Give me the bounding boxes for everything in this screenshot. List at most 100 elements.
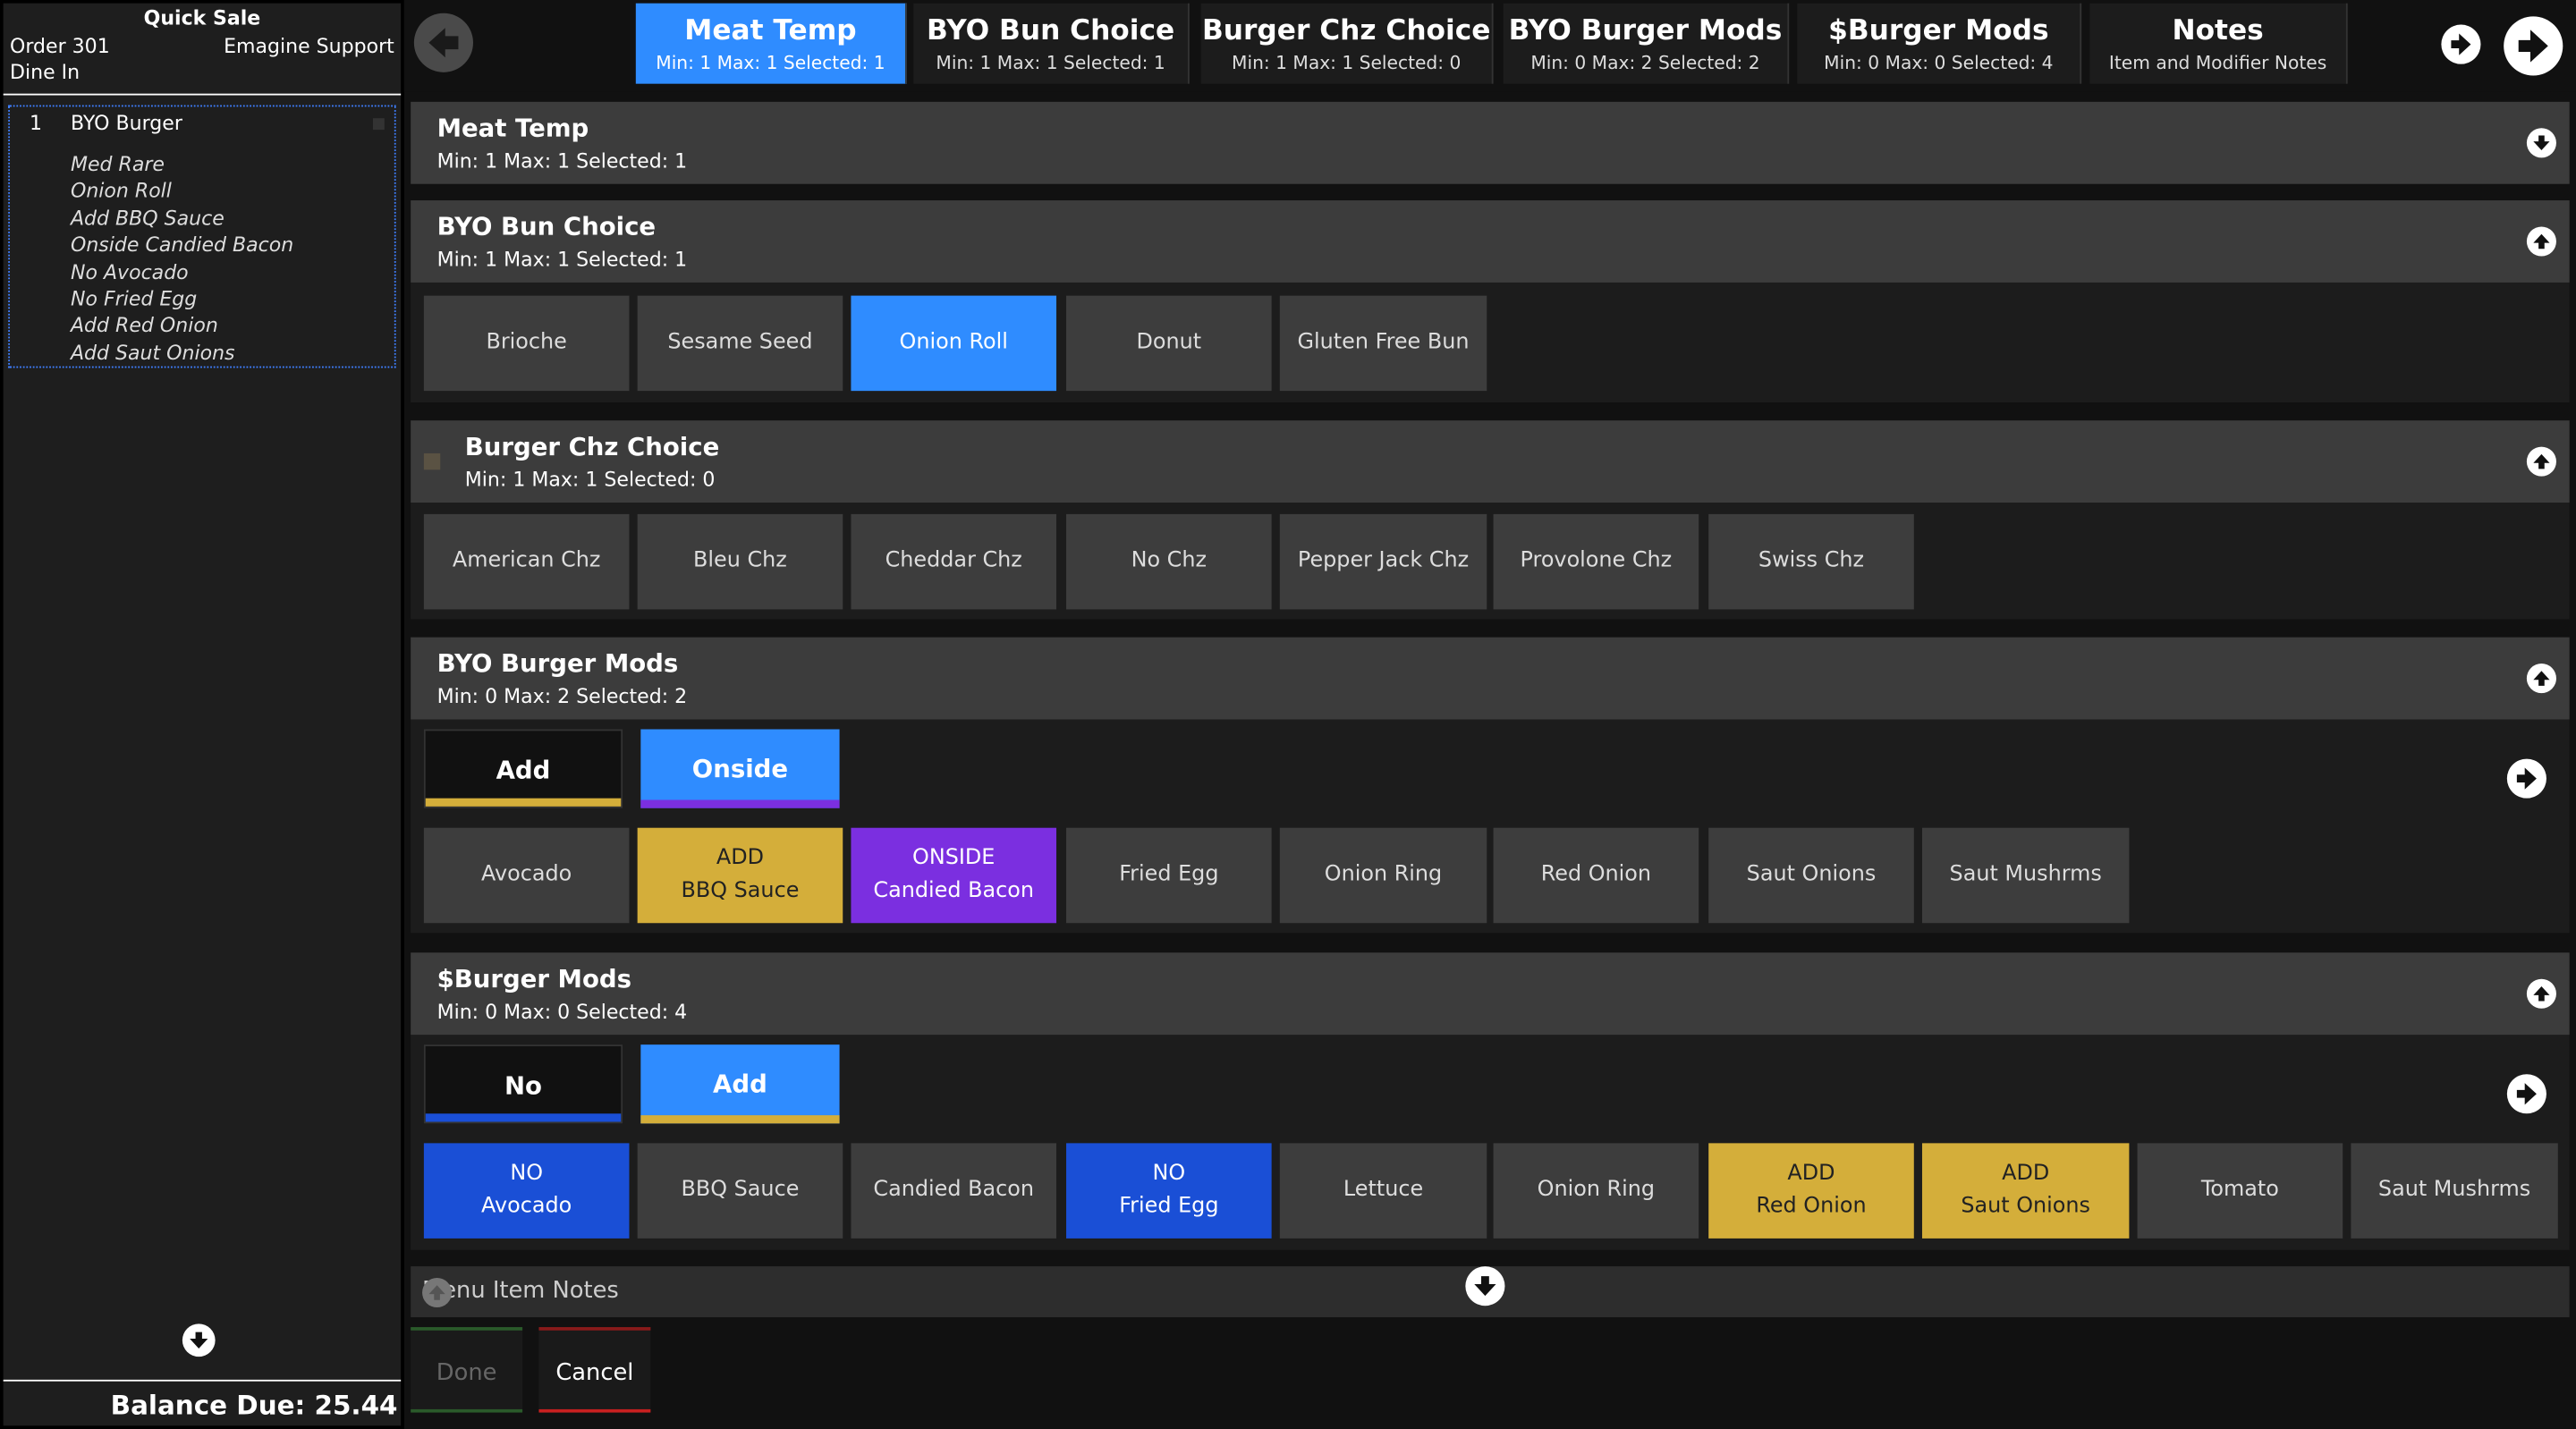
option-saut-mushrms[interactable]: Saut Mushrms (1921, 827, 2130, 924)
prefix-label: Add (713, 1069, 767, 1099)
option-onion-ring[interactable]: Onion Ring (1493, 1143, 1699, 1239)
option-fried-egg[interactable]: NO Fried Egg (1066, 1143, 1272, 1239)
option-fried-egg[interactable]: Fried Egg (1066, 827, 1272, 924)
option-label: Saut Mushrms (1949, 862, 2102, 887)
section-header[interactable]: BYO Bun Choice Min: 1 Max: 1 Selected: 1 (411, 200, 2570, 283)
collapse-up-icon[interactable] (2526, 226, 2556, 257)
order-panel: Quick Sale Order 301 Emagine Support Din… (3, 3, 402, 1426)
section-title: BYO Bun Choice (436, 211, 657, 241)
collapse-up-icon[interactable] (2526, 446, 2556, 477)
tab-burger-mods[interactable]: $Burger Mods Min: 0 Max: 0 Selected: 4 (1797, 3, 2082, 84)
item-checkbox[interactable] (372, 118, 385, 131)
prefix-add-button[interactable]: Add (640, 1044, 840, 1124)
option-sesame-seed[interactable]: Sesame Seed (637, 295, 843, 392)
dine-type: Dine In (10, 60, 80, 84)
forward-arrow-icon[interactable] (2504, 16, 2563, 76)
option-avocado[interactable]: NO Avocado (423, 1143, 630, 1239)
option-lettuce[interactable]: Lettuce (1279, 1143, 1487, 1239)
option-american-chz[interactable]: American Chz (423, 513, 630, 610)
option-onion-ring[interactable]: Onion Ring (1279, 827, 1487, 924)
option-provolone-chz[interactable]: Provolone Chz (1493, 513, 1699, 610)
section-title: BYO Burger Mods (436, 648, 679, 679)
option-brioche[interactable]: Brioche (423, 295, 630, 392)
section-title: Burger Chz Choice (464, 432, 720, 462)
prefix-color-bar (425, 1113, 622, 1122)
option-cheddar-chz[interactable]: Cheddar Chz (851, 513, 1057, 610)
prefix-onside-button[interactable]: Onside (640, 729, 840, 808)
option-bleu-chz[interactable]: Bleu Chz (637, 513, 843, 610)
quick-sale-label: Quick Sale (143, 6, 261, 30)
cancel-button[interactable]: Cancel (538, 1327, 651, 1413)
option-red-onion[interactable]: Red Onion (1493, 827, 1699, 924)
section-title: $Burger Mods (436, 964, 631, 994)
option-bbq-sauce[interactable]: ADD BBQ Sauce (637, 827, 843, 924)
tab-subtitle: Min: 1 Max: 1 Selected: 1 (936, 52, 1165, 74)
collapse-up-icon[interactable] (2526, 664, 2556, 694)
section-header[interactable]: $Burger Mods Min: 0 Max: 0 Selected: 4 (411, 952, 2570, 1036)
section-header[interactable]: Meat Temp Min: 1 Max: 1 Selected: 1 (411, 101, 2570, 184)
section-byo-burger-mods: BYO Burger Mods Min: 0 Max: 2 Selected: … (411, 637, 2570, 934)
option-bbq-sauce[interactable]: BBQ Sauce (637, 1143, 843, 1239)
section-header[interactable]: Burger Chz Choice Min: 1 Max: 1 Selected… (411, 420, 2570, 503)
next-page-icon[interactable] (2506, 758, 2546, 799)
prefix-no-button[interactable]: No (423, 1044, 623, 1124)
option-saut-onions[interactable]: ADD Saut Onions (1921, 1143, 2130, 1239)
modifier-line: Med Rare (70, 152, 165, 176)
option-candied-bacon[interactable]: Candied Bacon (851, 1143, 1057, 1239)
option-prefix: ADD (2002, 1161, 2050, 1187)
tab-bun-choice[interactable]: BYO Bun Choice Min: 1 Max: 1 Selected: 1 (913, 3, 1190, 84)
collapse-up-icon[interactable] (2526, 978, 2556, 1009)
option-tomato[interactable]: Tomato (2137, 1143, 2343, 1239)
next-page-icon[interactable] (2506, 1074, 2546, 1114)
order-item[interactable]: 1 BYO Burger Med Rare Onion Roll Add BBQ… (8, 105, 396, 368)
option-saut-onions[interactable]: Saut Onions (1708, 827, 1914, 924)
expand-down-icon[interactable] (2526, 128, 2556, 158)
prefix-label: No (504, 1070, 542, 1101)
option-prefix: NO (1152, 1161, 1186, 1187)
option-label: Red Onion (1756, 1194, 1867, 1219)
modifier-line: Onside Candied Bacon (70, 233, 294, 257)
collapse-up-icon[interactable] (422, 1277, 453, 1308)
tab-subtitle: Min: 1 Max: 1 Selected: 1 (656, 52, 886, 74)
back-arrow-icon[interactable] (413, 13, 473, 72)
option-label: Saut Onions (1746, 862, 1877, 887)
section-subtitle: Min: 1 Max: 1 Selected: 0 (464, 468, 716, 492)
option-gluten-free-bun[interactable]: Gluten Free Bun (1279, 295, 1487, 392)
option-label: Candied Bacon (873, 1177, 1034, 1203)
option-pepper-jack-chz[interactable]: Pepper Jack Chz (1279, 513, 1487, 610)
item-name: BYO Burger (70, 111, 182, 135)
modifier-list: Med Rare Onion Roll Add BBQ Sauce Onside… (71, 151, 293, 367)
option-donut[interactable]: Donut (1066, 295, 1272, 392)
option-candied-bacon[interactable]: ONSIDE Candied Bacon (851, 827, 1057, 924)
section-title: Meat Temp (436, 113, 589, 143)
option-swiss-chz[interactable]: Swiss Chz (1708, 513, 1914, 610)
tab-subtitle: Min: 1 Max: 1 Selected: 0 (1232, 52, 1462, 74)
option-red-onion[interactable]: ADD Red Onion (1708, 1143, 1914, 1239)
option-avocado[interactable]: Avocado (423, 827, 630, 924)
section-subtitle: Min: 0 Max: 0 Selected: 4 (436, 1000, 688, 1024)
prefix-add-button[interactable]: Add (423, 729, 623, 808)
option-onion-roll[interactable]: Onion Roll (851, 295, 1057, 392)
next-arrow-icon[interactable] (2441, 24, 2481, 64)
tab-subtitle: Item and Modifier Notes (2108, 52, 2327, 74)
item-qty: 1 (30, 111, 43, 135)
done-button[interactable]: Done (411, 1327, 523, 1413)
prefix-color-bar (640, 799, 840, 808)
tab-chz-choice[interactable]: Burger Chz Choice Min: 1 Max: 1 Selected… (1200, 3, 1494, 84)
scroll-down-icon[interactable] (1465, 1266, 1505, 1306)
option-no-chz[interactable]: No Chz (1066, 513, 1272, 610)
tab-subtitle: Min: 0 Max: 2 Selected: 2 (1530, 52, 1760, 74)
tab-meat-temp[interactable]: Meat Temp Min: 1 Max: 1 Selected: 1 (635, 3, 907, 84)
scroll-down-icon[interactable] (182, 1323, 216, 1357)
prefix-label: Onside (691, 754, 789, 784)
tab-title: Notes (2172, 14, 2264, 48)
section-header[interactable]: BYO Burger Mods Min: 0 Max: 2 Selected: … (411, 637, 2570, 720)
tab-byo-mods[interactable]: BYO Burger Mods Min: 0 Max: 2 Selected: … (1503, 3, 1790, 84)
option-label: Avocado (481, 862, 572, 887)
tab-notes[interactable]: Notes Item and Modifier Notes (2089, 3, 2348, 84)
option-saut-mushrms[interactable]: Saut Mushrms (2351, 1143, 2558, 1239)
tab-title: BYO Burger Mods (1508, 14, 1783, 48)
option-label: Fried Egg (1119, 1194, 1219, 1219)
prefix-color-bar (640, 1115, 840, 1124)
